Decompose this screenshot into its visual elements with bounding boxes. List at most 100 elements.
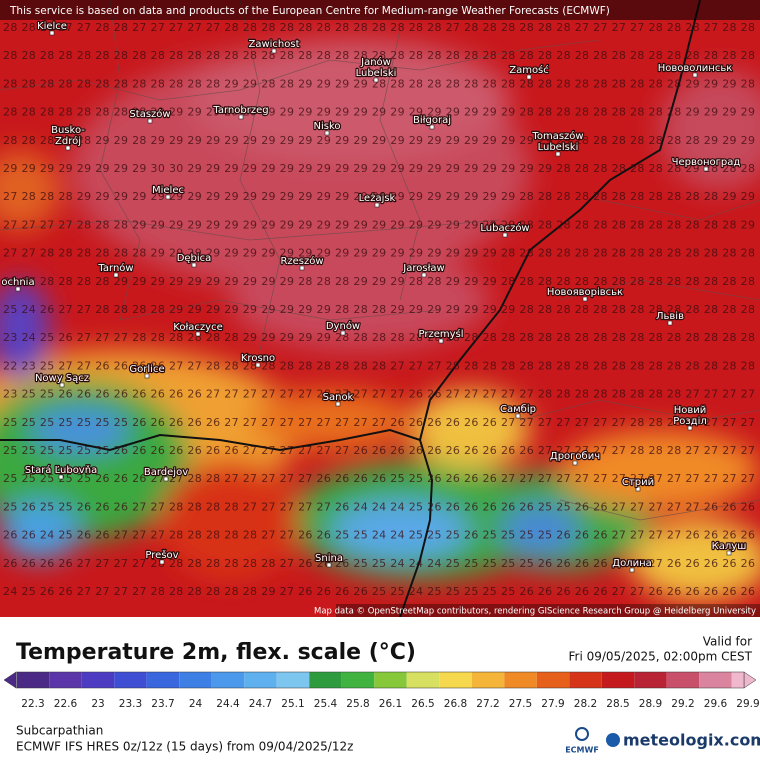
city[interactable]: Rzeszów — [279, 254, 325, 271]
grid-row: 25 27 28 28 28 28 29 29 29 29 29 29 29 2… — [3, 275, 755, 288]
city[interactable]: Bardejov — [143, 466, 189, 482]
city-marker — [144, 373, 150, 379]
grid-row: 27 27 27 27 28 28 28 29 29 29 29 29 29 2… — [3, 218, 755, 231]
city-marker — [502, 232, 508, 238]
city[interactable]: Mielec — [151, 184, 185, 200]
grid-row: 29 29 29 29 29 29 29 29 30 30 29 29 29 2… — [3, 162, 755, 175]
city-marker — [59, 382, 65, 388]
city-name: Новий — [674, 405, 707, 416]
city[interactable]: Krosno — [240, 352, 276, 368]
scale-swatch — [569, 672, 602, 688]
city[interactable]: Dynów — [325, 319, 361, 336]
city[interactable]: Przemyśl — [417, 327, 465, 344]
city-name: Przemyśl — [418, 328, 463, 340]
valid-label: Valid for — [703, 635, 752, 649]
color-scale: 22.3 22.6 23 23.3 23.7 24 24.4 24.7 25.1 25.4 25.8… — [3, 671, 760, 710]
scale-label: 24 — [189, 698, 203, 710]
city-marker — [703, 166, 709, 172]
city[interactable]: Staszów — [128, 107, 172, 124]
city-name: Nisko — [313, 121, 340, 132]
scale-label: 23.7 — [151, 698, 174, 710]
city-name: Нововолинськ — [658, 63, 733, 74]
city[interactable]: Dębica — [175, 252, 213, 268]
city-name: Dębica — [177, 253, 212, 264]
model-info: ECMWF IFS HRES 0z/12z (15 days) from 09/… — [16, 740, 353, 754]
city[interactable]: Tarnobrzeg — [211, 104, 270, 120]
city[interactable]: Jarosław — [401, 262, 446, 278]
admin-boundaries — [0, 0, 760, 521]
city-name: Долина — [612, 558, 652, 569]
brand[interactable]: meteologix.com — [623, 731, 760, 750]
grid-row: 27 28 28 28 29 29 29 29 29 29 29 29 29 2… — [3, 190, 755, 203]
scale-swatch — [504, 672, 537, 688]
scale-label: 26.1 — [379, 698, 402, 710]
scale-swatch — [309, 672, 342, 688]
grid-row: 28 28 28 27 27 28 28 27 27 27 27 27 28 2… — [3, 21, 755, 34]
city-name: Kielce — [37, 21, 67, 32]
city[interactable]: Львів — [655, 309, 685, 326]
grid-row: 22 23 25 27 27 26 26 26 26 27 27 28 28 2… — [3, 359, 755, 372]
city[interactable]: Kielce — [36, 20, 68, 36]
scale-frame — [15, 671, 745, 689]
city[interactable]: Snina — [314, 552, 344, 568]
city[interactable]: Zamość — [508, 63, 550, 80]
city-marker — [65, 145, 71, 151]
city-name: Новояворівськ — [547, 286, 623, 298]
city[interactable]: Kołaczyce — [172, 321, 224, 337]
city[interactable]: Nowy Sącz — [34, 372, 90, 388]
city[interactable]: Nisko — [312, 120, 342, 136]
city[interactable]: Нововолинськ — [657, 62, 733, 78]
city[interactable]: Долина — [611, 557, 653, 573]
scale-swatch — [536, 672, 570, 688]
city[interactable]: Busko-Zdrój — [50, 124, 86, 151]
city[interactable]: Дрогобич — [549, 450, 601, 466]
scale-label: 29.6 — [704, 698, 728, 710]
valid-time: Fri 09/05/2025, 02:00pm CEST — [568, 650, 752, 664]
city[interactable]: Stará Ľubovňa — [24, 463, 98, 480]
city-name: Tarnów — [97, 262, 133, 274]
city-marker — [165, 194, 171, 200]
scale-swatch — [276, 672, 310, 688]
city[interactable]: Калуш — [710, 540, 748, 556]
city[interactable]: Prešov — [144, 548, 180, 565]
city[interactable]: Leżajsk — [357, 192, 397, 208]
scale-swatch — [731, 672, 744, 688]
city[interactable]: Червоноград — [670, 156, 742, 172]
scale-label: 28.5 — [606, 698, 629, 710]
city[interactable]: Biłgoraj — [412, 114, 452, 130]
city-name: Tomaszów — [531, 130, 583, 142]
brand-icon — [606, 733, 620, 747]
temperature-field: 28 28 28 27 27 28 28 27 27 27 27 27 28 2… — [0, 0, 760, 617]
scale-arrow-left — [3, 671, 17, 689]
region-name: Subcarpathian — [16, 724, 103, 738]
grid-row: 25 26 25 25 26 26 26 27 27 28 28 28 28 2… — [3, 500, 755, 513]
city[interactable]: Gorlice — [128, 363, 166, 379]
scale-swatch — [244, 672, 277, 688]
city-name: Jarosław — [402, 263, 444, 274]
attribution: Map data © OpenStreetMap contributors, r… — [314, 607, 756, 617]
city[interactable]: Tarnów — [96, 261, 135, 278]
grid-row: 25 25 25 25 25 25 25 26 26 26 26 26 27 2… — [3, 416, 755, 429]
scale-label: 23.3 — [119, 698, 142, 710]
scale-swatch — [114, 672, 147, 688]
city[interactable]: Zawichost — [247, 38, 301, 54]
city-marker — [335, 401, 341, 407]
grid-row: 24 25 26 26 27 27 27 27 28 28 28 28 28 2… — [3, 585, 755, 598]
city[interactable]: Lubaczów — [479, 221, 531, 238]
scale-swatch — [341, 672, 375, 688]
city-name: Самбір — [500, 403, 536, 415]
scale-label: 27.2 — [476, 698, 499, 710]
city[interactable]: Новояворівськ — [546, 285, 624, 302]
ecmwf-logo-text: ECMWF — [565, 746, 599, 755]
city[interactable]: Самбір — [499, 402, 537, 419]
city[interactable]: Sanok — [321, 391, 355, 407]
city[interactable]: ochnia — [0, 276, 36, 292]
city-name: Zamość — [509, 64, 549, 76]
grid-row: 23 25 25 26 26 26 26 26 26 26 26 27 27 2… — [3, 388, 755, 401]
city-name: Калуш — [712, 541, 747, 552]
city-marker — [635, 486, 641, 492]
city[interactable]: Стрий — [621, 476, 655, 492]
